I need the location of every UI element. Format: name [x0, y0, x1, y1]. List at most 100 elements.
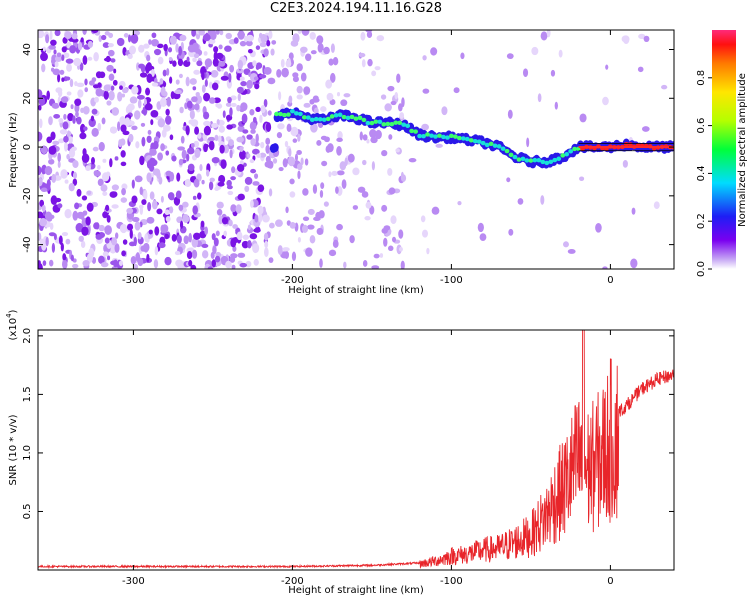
noise-speckle [267, 77, 276, 85]
noise-speckle [149, 164, 155, 172]
noise-speckle [151, 82, 159, 87]
noise-speckle [297, 30, 302, 35]
noise-speckle [349, 235, 355, 244]
noise-speckle [98, 224, 105, 232]
noise-speckle [307, 208, 315, 216]
noise-speckle [154, 246, 159, 256]
noise-speckle [136, 94, 145, 100]
noise-speckle [260, 105, 266, 114]
noise-speckle [62, 253, 67, 261]
ridge-core [381, 122, 387, 127]
noise-speckle [246, 79, 253, 89]
noise-speckle [320, 182, 325, 190]
noise-speckle [288, 52, 294, 60]
noise-speckle [249, 159, 255, 164]
noise-speckle [237, 125, 245, 132]
noise-speckle [506, 53, 514, 60]
noise-speckle [296, 63, 303, 72]
noise-speckle [208, 181, 214, 191]
noise-speckle [182, 213, 189, 221]
snr-frame [37, 329, 675, 571]
noise-speckle [93, 51, 99, 62]
spectrogram-frame [37, 29, 675, 270]
noise-speckle [131, 85, 139, 95]
noise-speckle [38, 263, 43, 269]
noise-speckle [38, 96, 46, 106]
noise-speckle [193, 232, 201, 240]
noise-speckle [218, 174, 226, 184]
noise-speckle [328, 249, 337, 257]
noise-speckle [38, 232, 42, 241]
noise-speckle [193, 140, 200, 148]
noise-speckle [121, 93, 126, 98]
noise-speckle [209, 177, 215, 183]
noise-speckle [128, 45, 137, 55]
noise-speckle [236, 136, 245, 143]
noise-speckle [151, 38, 159, 47]
noise-speckle [147, 129, 152, 135]
noise-speckle [307, 224, 315, 230]
noise-speckle [57, 73, 61, 83]
noise-speckle [366, 31, 373, 39]
noise-speckle [630, 258, 638, 269]
noise-speckle [244, 176, 253, 185]
noise-speckle [289, 178, 295, 185]
noise-speckle [70, 104, 74, 110]
noise-speckle [63, 113, 67, 120]
noise-speckle [91, 257, 97, 264]
noise-speckle [228, 219, 233, 227]
noise-speckle [45, 34, 50, 44]
noise-speckle [285, 59, 292, 68]
noise-speckle [170, 91, 175, 100]
noise-speckle [109, 126, 118, 134]
noise-speckle [41, 204, 46, 212]
noise-speckle [373, 253, 380, 259]
noise-speckle [75, 111, 79, 118]
noise-speckle [50, 131, 56, 141]
ridge-core [528, 158, 534, 163]
noise-speckle [305, 247, 313, 257]
noise-speckle [190, 264, 197, 269]
ridge-core [349, 114, 355, 120]
ridge-core [512, 154, 518, 160]
noise-speckle [165, 150, 170, 156]
noise-speckle [383, 225, 391, 231]
noise-speckle [88, 118, 96, 128]
noise-speckle [265, 122, 272, 132]
noise-speckle [183, 60, 191, 68]
noise-speckle [579, 176, 585, 182]
noise-speckle [336, 170, 345, 176]
noise-speckle [117, 91, 123, 102]
noise-speckle [61, 260, 68, 269]
noise-speckle [230, 238, 237, 248]
noise-speckle [245, 260, 252, 268]
colorbar-tick-label: 0.6 [696, 118, 707, 134]
noise-speckle [201, 84, 206, 94]
noise-speckle [212, 245, 217, 255]
noise-speckle [165, 170, 173, 177]
noise-speckle [192, 86, 197, 91]
noise-speckle [265, 144, 270, 154]
noise-speckle [325, 79, 333, 89]
noise-speckle [258, 213, 263, 223]
noise-speckle [106, 215, 111, 223]
noise-speckle [227, 96, 232, 104]
noise-speckle [48, 44, 56, 50]
noise-speckle [158, 176, 163, 185]
ridge-core [544, 160, 550, 166]
noise-speckle [246, 153, 251, 159]
noise-speckle [188, 259, 193, 267]
noise-speckle [302, 216, 310, 222]
noise-speckle [358, 52, 366, 58]
noise-speckle [165, 216, 171, 222]
noise-speckle [162, 69, 167, 77]
noise-speckle [69, 78, 74, 88]
noise-speckle [369, 129, 377, 138]
noise-speckle [193, 53, 200, 59]
noise-speckle [49, 259, 54, 267]
noise-speckle [124, 117, 131, 127]
noise-speckle [139, 72, 148, 78]
noise-speckle [441, 106, 448, 116]
noise-speckle [171, 233, 177, 242]
noise-speckle [508, 228, 514, 236]
